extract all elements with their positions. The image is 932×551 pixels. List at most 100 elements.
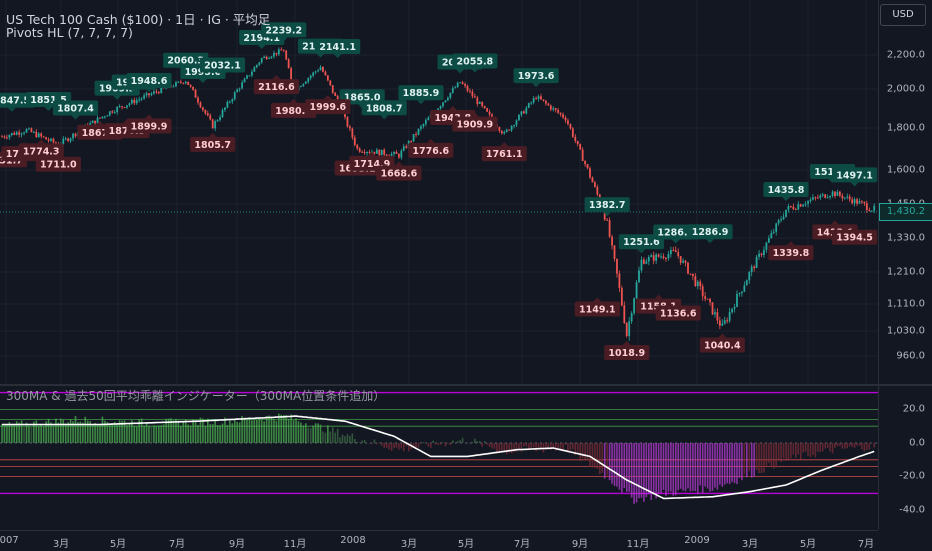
candle-body bbox=[130, 99, 133, 104]
candle-body bbox=[133, 99, 136, 104]
candle-body bbox=[6, 137, 8, 139]
candle-body bbox=[351, 128, 354, 138]
candle-body bbox=[824, 194, 827, 198]
candle-body bbox=[777, 220, 780, 224]
candle-body bbox=[738, 293, 741, 295]
candle-body bbox=[138, 99, 141, 101]
candle-body bbox=[616, 258, 618, 274]
time-label: 2007 bbox=[0, 535, 19, 546]
candle-body bbox=[785, 209, 787, 217]
time-label: 9月 bbox=[571, 539, 589, 550]
candle-body bbox=[277, 49, 280, 55]
pivot-label-text: 1807.4 bbox=[57, 104, 94, 115]
pivot-label-text: 1286.9 bbox=[692, 227, 729, 238]
pivot-label-text: 1867.8 bbox=[82, 128, 119, 139]
pivots-indicator-label[interactable]: Pivots HL (7, 7, 7, 7) bbox=[6, 25, 133, 40]
candle-body bbox=[378, 149, 381, 156]
pivot-label-pointer bbox=[456, 69, 465, 74]
candle-body bbox=[363, 152, 366, 154]
candle-body bbox=[547, 103, 550, 106]
pivot-label-box bbox=[18, 143, 64, 159]
candle-body bbox=[375, 149, 378, 154]
candle-body bbox=[839, 191, 841, 196]
pivot-label-text: 1136.6 bbox=[660, 308, 697, 319]
candle-body bbox=[513, 125, 515, 127]
candle-body bbox=[665, 258, 667, 260]
indicator-axis-label: 0.0 bbox=[909, 437, 925, 449]
candle-body bbox=[143, 95, 145, 99]
pivot-low-label: 1018.9 bbox=[604, 340, 650, 360]
candle-body bbox=[25, 129, 28, 133]
candle-body bbox=[804, 203, 807, 205]
candle-body bbox=[630, 313, 633, 322]
pivot-low-label: 1149.1 bbox=[574, 297, 620, 317]
candle-body bbox=[361, 151, 364, 153]
candle-body bbox=[106, 115, 109, 117]
candle-body bbox=[476, 97, 479, 104]
price-label: 960.0 bbox=[896, 350, 925, 362]
candle-body bbox=[52, 138, 55, 143]
candle-body bbox=[682, 260, 684, 263]
price-label: 2,000.0 bbox=[886, 83, 925, 95]
ma-line bbox=[2, 415, 875, 500]
pivot-label-pointer bbox=[130, 89, 139, 94]
candle-body bbox=[672, 249, 675, 251]
candle-body bbox=[699, 281, 702, 287]
candle-body bbox=[307, 78, 310, 82]
candle-body bbox=[113, 112, 116, 114]
candle-body bbox=[226, 101, 229, 108]
candle-body bbox=[821, 194, 824, 196]
candle-body bbox=[18, 132, 21, 135]
candle-body bbox=[814, 197, 817, 199]
candle-body bbox=[13, 132, 16, 135]
pivot-label-text: 1899.9 bbox=[131, 122, 168, 133]
candle-body bbox=[64, 138, 67, 140]
pivot-high-label: 2239.2 bbox=[261, 22, 307, 42]
candle-body bbox=[312, 72, 315, 76]
candle-body bbox=[728, 311, 731, 321]
candle-body bbox=[319, 67, 322, 71]
candle-body bbox=[258, 62, 261, 65]
candle-body bbox=[270, 56, 273, 58]
pivot-label-text: 1286.1 bbox=[657, 227, 694, 238]
candle-body bbox=[486, 108, 488, 112]
pivot-label-text: 2055.8 bbox=[457, 57, 494, 68]
candle-body bbox=[206, 113, 209, 116]
candle-body bbox=[481, 101, 484, 106]
currency-button[interactable]: USD bbox=[880, 4, 926, 26]
ma-deviation-indicator-title[interactable]: 300MA & 過去50回平均乖離インジケーター（300MA位置条件追加） bbox=[6, 389, 386, 403]
candle-body bbox=[870, 210, 873, 212]
candle-body bbox=[718, 320, 721, 326]
candle-body bbox=[121, 106, 123, 108]
candle-body bbox=[3, 136, 6, 138]
pivot-label-box bbox=[763, 182, 809, 198]
pivot-label-box bbox=[361, 100, 407, 116]
candle-body bbox=[182, 82, 185, 84]
price-axis[interactable]: 2,200.0 2,000.0 1,800.0 1,600.0 1,450.0 … bbox=[878, 0, 932, 530]
candle-body bbox=[515, 120, 518, 126]
candle-body bbox=[461, 82, 464, 85]
candle-body bbox=[349, 126, 351, 129]
candle-body bbox=[179, 81, 182, 83]
candle-body bbox=[260, 58, 263, 63]
candle-body bbox=[415, 134, 417, 136]
time-label: 7月 bbox=[513, 539, 531, 550]
pane-separator[interactable] bbox=[0, 384, 932, 386]
candle-body bbox=[843, 197, 846, 199]
candle-body bbox=[45, 137, 47, 140]
candle-body bbox=[228, 101, 231, 103]
price-label: 1,210.0 bbox=[886, 266, 925, 278]
candle-body bbox=[809, 199, 812, 201]
candle-body bbox=[500, 130, 503, 134]
candle-body bbox=[165, 87, 168, 89]
candle-body bbox=[197, 97, 199, 103]
pivot-label-box bbox=[398, 85, 444, 101]
candle-body bbox=[74, 133, 77, 137]
candle-body bbox=[868, 210, 871, 212]
indicator-chart[interactable] bbox=[0, 386, 878, 528]
candle-body bbox=[20, 133, 23, 135]
pivot-label-text: 1948.6 bbox=[131, 76, 168, 87]
price-chart[interactable]: 1847.51851.51807.41909.31940.31948.62060… bbox=[0, 0, 878, 384]
time-axis[interactable]: 2007 3月 5月 7月 9月 11月 2008 3月 5月 7月 9月 11… bbox=[0, 530, 878, 551]
pivot-label-pointer bbox=[674, 301, 683, 306]
